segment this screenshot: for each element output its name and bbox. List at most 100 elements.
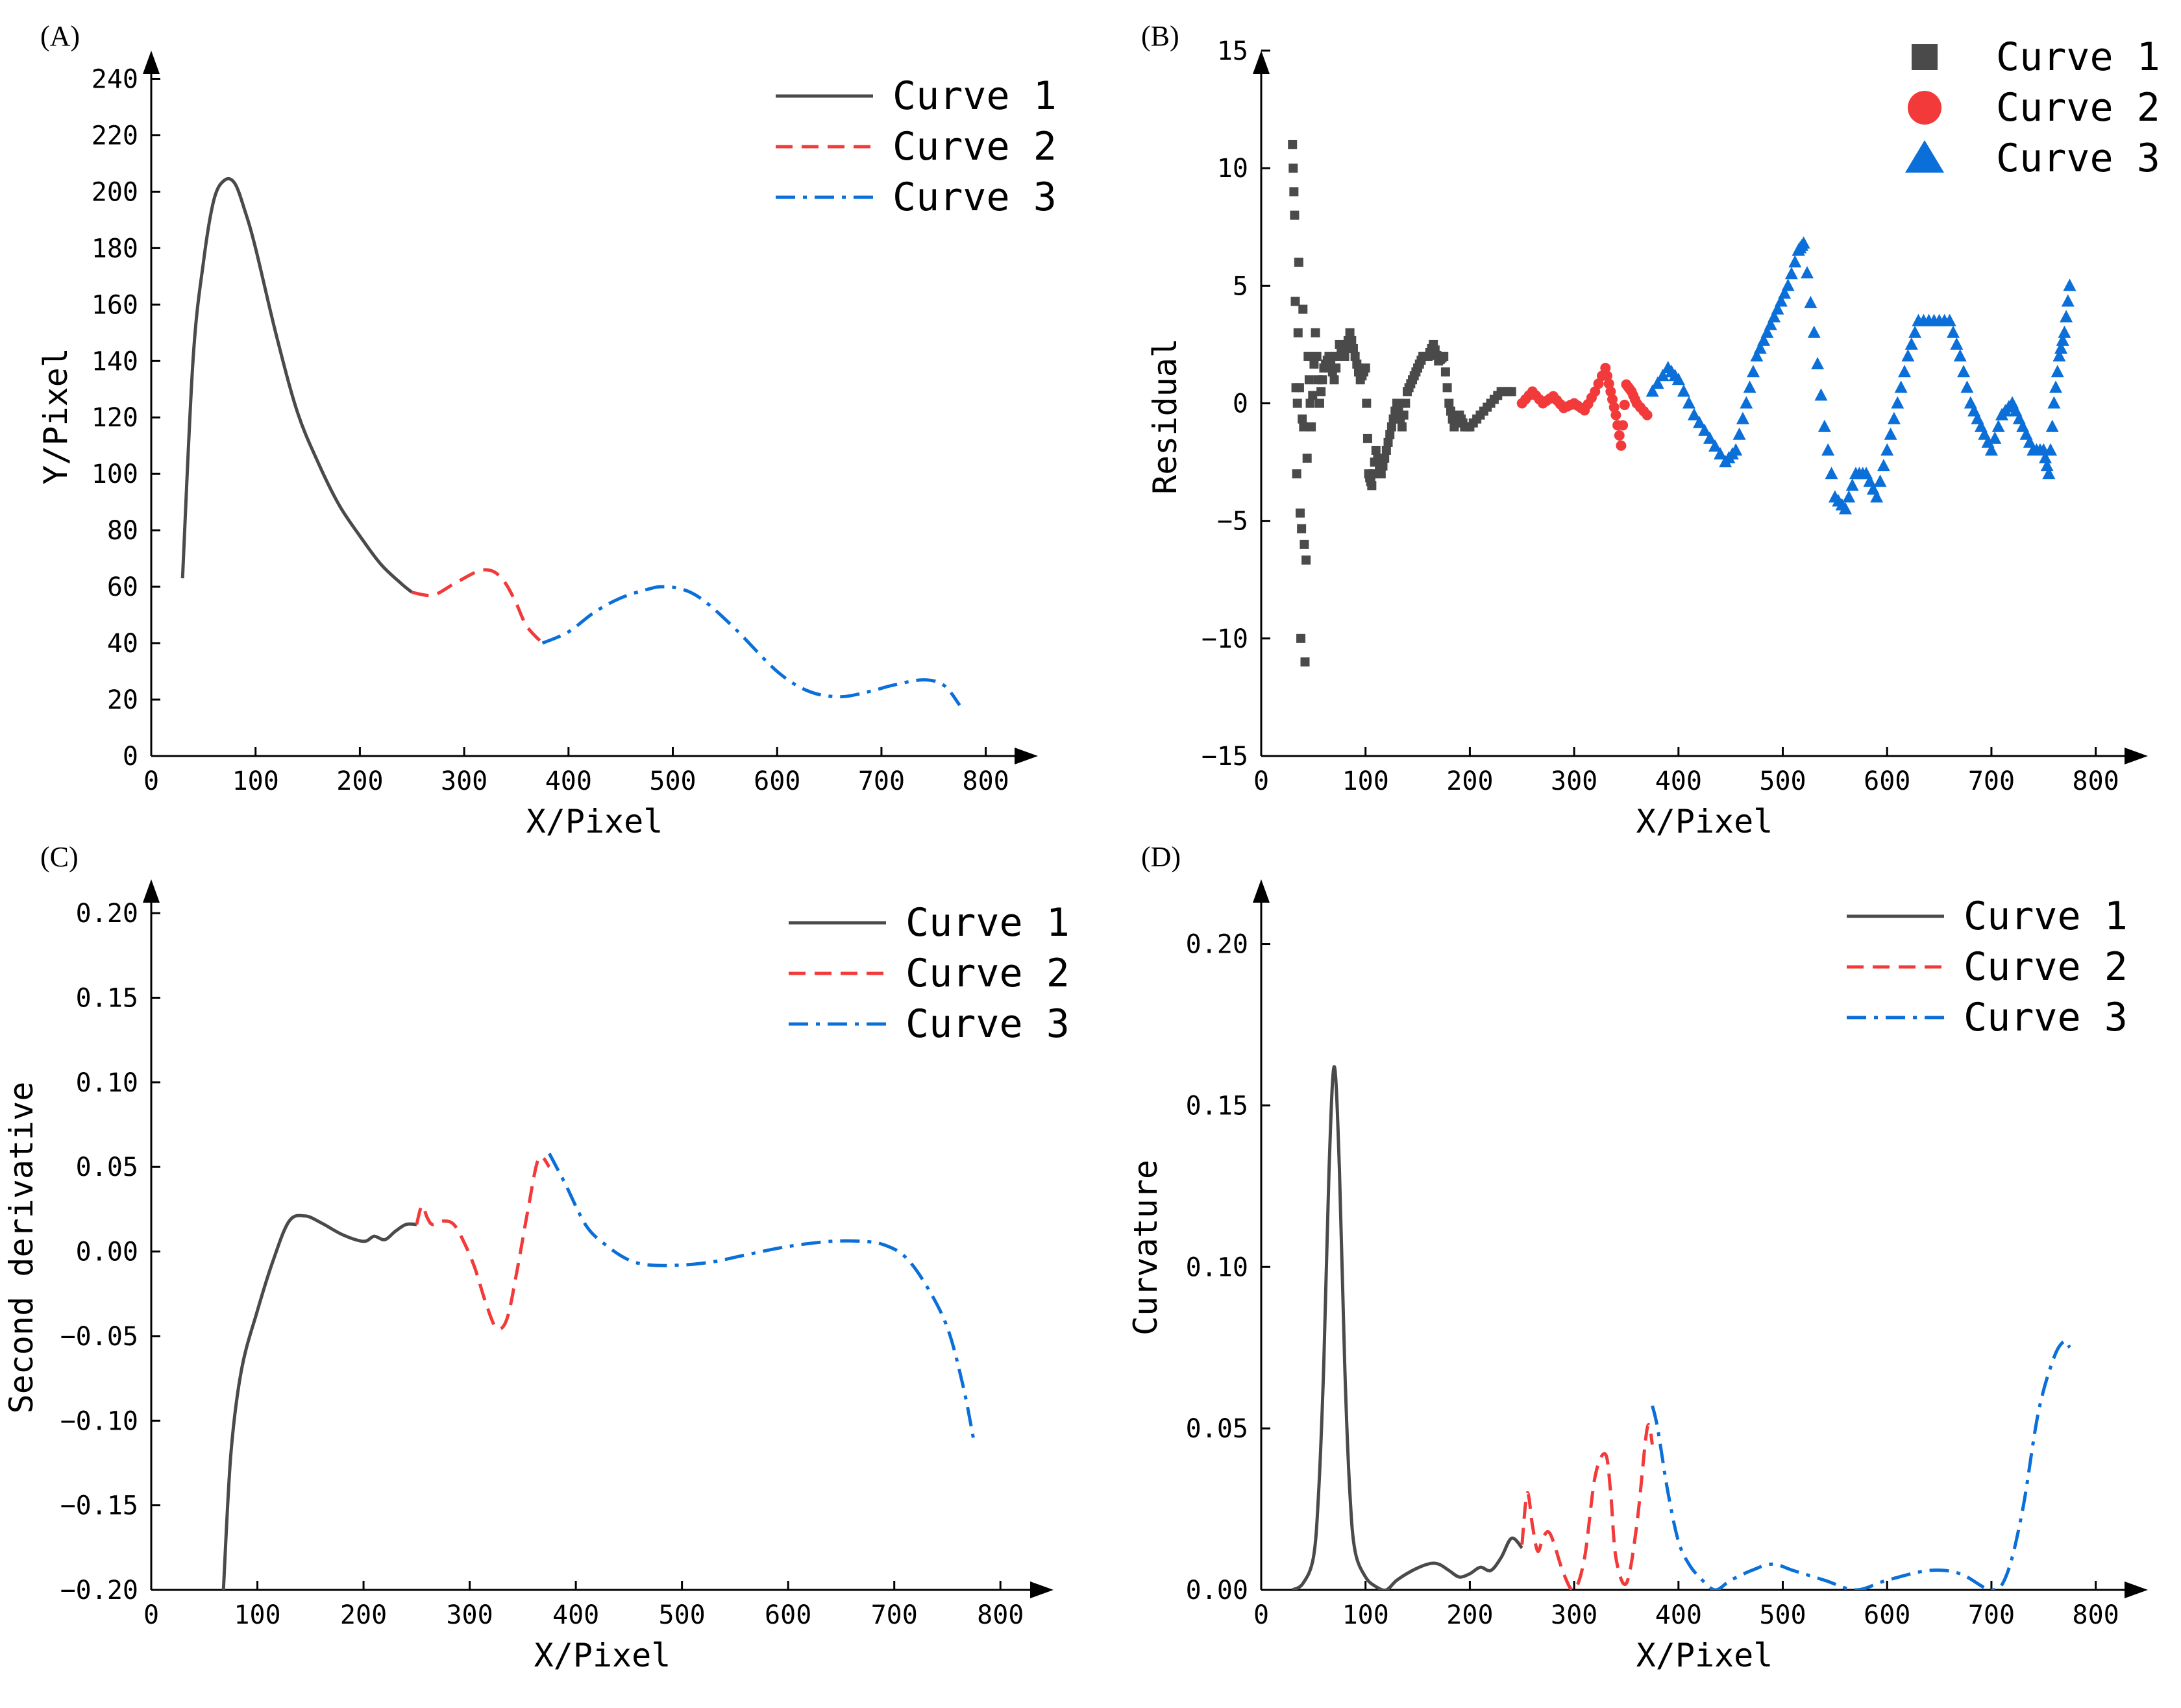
data-point-triangle — [2042, 467, 2056, 480]
data-point-triangle — [1891, 396, 1904, 409]
data-point-square — [1348, 343, 1358, 353]
data-point-triangle — [1771, 302, 1784, 315]
plot-area — [1291, 1065, 2071, 1590]
data-point-circle — [1607, 394, 1618, 405]
data-point-triangle — [1703, 431, 1717, 444]
data-point-triangle — [1788, 255, 1802, 268]
y-tick-label: −5 — [1217, 507, 1248, 537]
data-point-triangle — [1677, 384, 1690, 397]
legend-label: Curve 1 — [1964, 894, 2128, 939]
data-point-square — [1295, 508, 1305, 518]
legend-label: Curve 1 — [893, 73, 1057, 119]
data-point-triangle — [1764, 317, 1777, 330]
data-point-triangle — [1842, 490, 1856, 503]
y-tick-label: −15 — [1201, 742, 1248, 772]
data-point-square — [1308, 391, 1318, 400]
data-point-circle — [1593, 378, 1604, 389]
legend-label: Curve 2 — [1964, 944, 2128, 990]
data-point-square — [1362, 433, 1372, 443]
data-point-triangle — [1811, 357, 1825, 370]
data-point-triangle — [1801, 266, 1814, 279]
data-point-square — [1294, 258, 1303, 267]
data-point-square — [1444, 398, 1454, 408]
data-point-triangle — [1870, 490, 1884, 503]
x-tick-label: 0 — [143, 1600, 159, 1630]
data-point-triangle — [1740, 396, 1753, 409]
data-point-triangle — [1988, 431, 2002, 444]
x-tick-label: 200 — [1446, 766, 1493, 796]
data-point-square — [1302, 454, 1312, 463]
data-point-triangle — [1991, 419, 2005, 432]
x-axis-title: X/Pixel — [1636, 803, 1773, 840]
data-point-square — [1361, 363, 1370, 373]
x-tick-label: 800 — [963, 766, 1009, 796]
x-tick-label: 500 — [1759, 766, 1806, 796]
data-point-circle — [1618, 420, 1629, 431]
x-tick-label: 400 — [1655, 766, 1702, 796]
x-tick-label: 600 — [765, 1600, 811, 1630]
y-tick-label: −0.20 — [60, 1576, 138, 1605]
legend-label: Curve 2 — [893, 124, 1057, 169]
x-tick-label: 400 — [552, 1600, 599, 1630]
x-tick-label: 300 — [441, 766, 487, 796]
x-tick-label: 400 — [1655, 1600, 1702, 1630]
legend-swatch-triangle-icon — [1905, 140, 1944, 173]
panel-label: (A) — [40, 20, 80, 52]
data-point-square — [1352, 360, 1362, 369]
data-point-triangle — [1656, 369, 1670, 382]
data-point-square — [1329, 375, 1339, 385]
data-point-triangle — [1825, 467, 1838, 480]
x-tick-label: 0 — [1253, 1600, 1269, 1630]
data-point-triangle — [1768, 310, 1781, 323]
legend: Curve 1 Curve 2 Curve 3 — [1905, 34, 2160, 181]
series-line-curve-3 — [1651, 1339, 2071, 1590]
data-point-triangle — [1943, 313, 1956, 326]
data-point-triangle — [1692, 415, 1706, 428]
y-tick-label: 10 — [1217, 154, 1248, 184]
legend-label: Curve 3 — [1964, 995, 2128, 1040]
data-point-circle — [1619, 399, 1630, 410]
data-point-triangle — [1887, 411, 1901, 424]
y-tick-label: 0.20 — [1186, 930, 1248, 960]
data-point-square — [1350, 352, 1360, 361]
data-point-square — [1288, 164, 1298, 173]
plot-area — [180, 177, 961, 707]
legend-label: Curve 1 — [906, 900, 1070, 946]
data-point-triangle — [1651, 376, 1664, 389]
data-point-triangle — [1898, 365, 1912, 378]
y-tick-label: 140 — [92, 347, 138, 376]
data-point-square — [1301, 555, 1311, 565]
data-point-square — [1401, 398, 1411, 408]
data-point-square — [1362, 398, 1372, 408]
data-point-square — [1446, 406, 1455, 416]
data-point-triangle — [1687, 408, 1701, 421]
y-tick-label: 0.10 — [1186, 1252, 1248, 1282]
data-point-square — [1385, 430, 1395, 439]
legend-swatch-square-icon — [1912, 44, 1938, 70]
x-axis-arrow-icon — [2125, 1581, 2148, 1598]
data-point-square — [1290, 210, 1300, 220]
data-point-triangle — [1743, 380, 1756, 393]
x-tick-label: 700 — [858, 766, 905, 796]
data-point-triangle — [2063, 278, 2076, 291]
data-point-square — [1297, 524, 1307, 533]
data-point-circle — [1610, 409, 1621, 421]
data-point-triangle — [1960, 380, 1974, 393]
y-axis-title: Curvature — [1127, 1160, 1164, 1336]
data-point-square — [1298, 414, 1307, 424]
x-tick-label: 200 — [340, 1600, 387, 1630]
data-point-circle — [1590, 386, 1601, 397]
series-line-curve-3 — [541, 585, 961, 707]
x-tick-label: 300 — [446, 1600, 493, 1630]
x-tick-label: 400 — [545, 766, 592, 796]
y-tick-label: 100 — [92, 459, 138, 489]
legend-label: Curve 2 — [1996, 85, 2160, 130]
x-tick-label: 100 — [234, 1600, 280, 1630]
series-line-curve-2 — [1520, 1422, 1655, 1590]
legend-label: Curve 3 — [893, 175, 1057, 220]
data-point-square — [1347, 336, 1357, 345]
y-tick-label: 60 — [107, 572, 138, 602]
data-point-triangle — [1797, 236, 1810, 249]
data-point-square — [1292, 398, 1302, 408]
series-line-curve-1 — [180, 177, 413, 594]
